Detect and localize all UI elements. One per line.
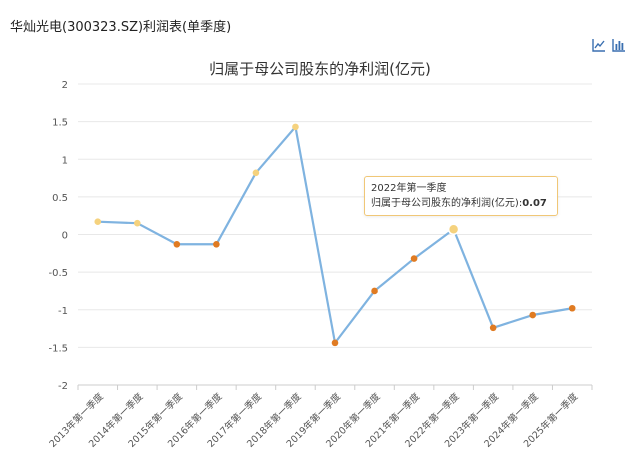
chart-toolbar — [592, 38, 626, 52]
data-point-highlighted — [447, 223, 460, 235]
data-point — [252, 169, 260, 177]
y-tick-label: 2 — [62, 80, 68, 91]
data-point — [331, 339, 339, 347]
y-tick-label: 1.5 — [52, 118, 68, 129]
tooltip-value: 0.07 — [522, 198, 547, 209]
data-tooltip: 2022年第一季度 归属于母公司股东的净利润(亿元):0.07 — [364, 176, 558, 216]
data-point — [213, 240, 220, 248]
tooltip-label: 2022年第一季度 — [371, 183, 447, 194]
chart-title: 归属于母公司股东的净利润(亿元) — [209, 60, 431, 78]
data-point — [134, 219, 141, 227]
y-tick-label: -2 — [58, 381, 68, 392]
data-point — [173, 240, 181, 248]
tooltip-series: 归属于母公司股东的净利润(亿元) — [371, 198, 519, 209]
data-point — [410, 255, 418, 262]
data-point — [529, 311, 536, 319]
data-point — [94, 218, 102, 226]
data-point — [371, 287, 378, 295]
y-tick-label: 0.5 — [52, 193, 68, 204]
y-tick-label: 1 — [62, 155, 68, 166]
line-chart-icon[interactable] — [592, 38, 606, 52]
bar-chart-icon[interactable] — [612, 38, 626, 52]
data-point — [489, 324, 497, 332]
y-tick-label: -1.5 — [48, 343, 68, 354]
y-tick-label: -1 — [58, 306, 68, 317]
y-tick-label: 0 — [62, 231, 68, 242]
page-title: 华灿光电(300323.SZ)利润表(单季度) — [10, 20, 232, 35]
y-tick-label: -0.5 — [48, 268, 68, 279]
tooltip-row: 归属于母公司股东的净利润(亿元):0.07 — [371, 198, 547, 209]
data-point — [292, 123, 299, 131]
data-point — [568, 304, 576, 312]
